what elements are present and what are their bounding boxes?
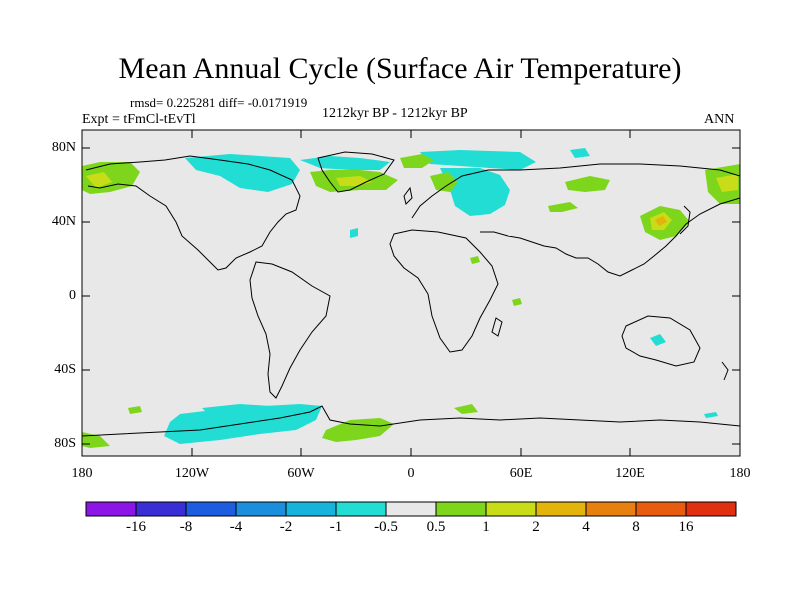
colorbar-label-2: -8 [179, 519, 193, 535]
colorbar-swatch-11 [585, 501, 637, 517]
lon-label-60w: 60W [287, 466, 315, 481]
warm-patch-antarctic-weddell [322, 418, 394, 442]
coastlines [81, 151, 741, 437]
coastline-asia-east [480, 197, 741, 277]
experiment-label: Expt = tFmCl-tEvTl [82, 112, 196, 127]
lon-label-60e: 60E [509, 466, 533, 481]
period-label: 1212kyr BP - 1212kyr BP [322, 106, 468, 121]
anomaly-fields [82, 148, 740, 448]
lon-label-0: 0 [407, 466, 415, 481]
cool-patch-arctic-europe [420, 150, 536, 170]
colorbar-label-1: -16 [126, 519, 146, 535]
colorbar-swatch-2 [135, 501, 187, 517]
colorbar-label-4: -2 [279, 519, 293, 535]
coastline-greenland [317, 151, 395, 193]
warm-patch-siberia [565, 176, 610, 192]
lat-label-80s: 80S [54, 436, 76, 451]
cool-patch-southwest-pacific [704, 412, 718, 418]
colorbar-swatch-10 [535, 501, 587, 517]
colorbar-label-6: -0.5 [374, 519, 398, 535]
coastline-europe-asia [411, 163, 741, 219]
coastline-africa [389, 229, 499, 353]
colorbar-swatch-3 [185, 501, 237, 517]
coastline-north-america [85, 155, 301, 271]
lat-label-40s: 40S [54, 362, 76, 377]
warm-patch-south-pacific-1 [128, 406, 142, 414]
colorbar-swatch-12 [635, 501, 687, 517]
cool-patch-atlantic [350, 228, 358, 238]
lon-label-180w: 180 [71, 466, 93, 481]
colorbar-swatch-13 [685, 501, 737, 517]
warm-patch-indian-ocean [512, 298, 522, 306]
colorbar [85, 501, 737, 517]
lat-label-0: 0 [69, 288, 76, 303]
lat-label-80n: 80N [51, 140, 76, 155]
cool-patch-russia [440, 168, 510, 216]
cool-patch-canada [185, 154, 300, 192]
cool-patch-australia [650, 334, 666, 346]
coastline-madagascar [491, 317, 503, 337]
warm-patch-southern-ocean [454, 404, 478, 414]
lon-label-120w: 120W [174, 466, 210, 481]
colorbar-label-7: 0.5 [426, 519, 446, 535]
colorbar-swatch-8 [435, 501, 487, 517]
warm-patch-scandinavia [430, 172, 458, 192]
colorbar-swatch-7 [385, 501, 437, 517]
coastline-australia [621, 315, 701, 367]
colorbar-swatch-6 [335, 501, 387, 517]
warmer-patch-far-east [716, 174, 738, 192]
cool-patch-greenland-north [300, 156, 390, 170]
colorbar-swatch-1 [85, 501, 137, 517]
lat-ticks [82, 147, 740, 445]
colorbar-swatch-9 [485, 501, 537, 517]
colorbar-label-8: 1 [482, 519, 490, 535]
hot-patch-east-asia [655, 216, 667, 226]
coastline-uk [403, 186, 413, 205]
colorbar-label-10: 4 [582, 519, 590, 535]
lon-ticks [81, 130, 741, 456]
warm-patch-central-asia [548, 202, 578, 212]
colorbar-label-12: 16 [678, 519, 694, 535]
coastline-antarctica [81, 405, 741, 437]
coastline-japan [679, 205, 691, 235]
colorbar-swatch-4 [235, 501, 287, 517]
cool-patch-arctic-pacific [570, 148, 590, 158]
map-panel [82, 130, 740, 456]
lon-label-120e: 120E [615, 466, 645, 481]
cool-patch-southern-ocean [202, 404, 270, 416]
coastline-new-zealand [721, 361, 729, 381]
lat-label-40n: 40N [51, 214, 76, 229]
season-label: ANN [704, 112, 735, 127]
warmer-patch-alaska [86, 172, 112, 188]
warm-patch-nordic [400, 154, 434, 168]
colorbar-label-3: -4 [229, 519, 243, 535]
map-title: Mean Annual Cycle (Surface Air Temperatu… [118, 52, 682, 85]
colorbar-label-5: -1 [329, 519, 343, 535]
colorbar-swatch-5 [285, 501, 337, 517]
coastline-south-america [249, 261, 331, 399]
lon-label-180e: 180 [729, 466, 751, 481]
colorbar-label-9: 2 [532, 519, 540, 535]
colorbar-label-11: 8 [632, 519, 640, 535]
warm-patch-atlantic [470, 256, 480, 264]
stats-line: rmsd= 0.225281 diff= -0.0171919 [130, 95, 308, 110]
